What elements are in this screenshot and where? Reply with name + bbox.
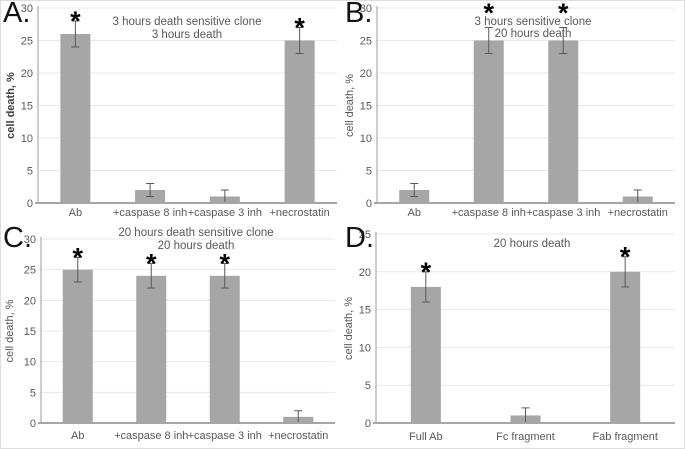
y-tick-label: 0: [366, 198, 372, 210]
category-label: +caspase 3 inh: [526, 207, 600, 219]
significance-star: *: [421, 257, 432, 287]
y-tick-label: 25: [360, 36, 372, 48]
error-bar: [146, 183, 155, 197]
category-label: Ab: [71, 430, 84, 442]
y-tick-label: 5: [365, 380, 371, 392]
significance-star: *: [146, 249, 157, 279]
y-tick-label: 20: [24, 295, 36, 307]
bar: [136, 275, 167, 423]
y-axis-title: cell death, %: [344, 74, 356, 137]
panel-d: D. * * 0 5 10 15 20 25 Full Ab Fc fragment Fab fra…: [343, 222, 684, 448]
panel-c: C. * * * 0 5 10 15 20 25 30 Ab +caspase 8 inh +caspa…: [1, 222, 343, 448]
category-label: +caspase 8 inh: [114, 430, 188, 442]
y-tick-label: 15: [21, 101, 33, 113]
y-tick-label: 0: [365, 418, 371, 430]
y-axis-title: cell death, %: [343, 297, 355, 360]
chart-title-line: 20 hours death sensitive clone: [118, 227, 273, 239]
panel-c-label: C.: [3, 222, 32, 254]
bar: [62, 269, 93, 423]
significance-star: *: [294, 13, 305, 43]
y-tick-label: 15: [359, 305, 371, 317]
category-label: +necrostatin: [608, 207, 668, 219]
category-label: +caspase 3 inh: [188, 207, 262, 219]
y-tick-label: 5: [366, 166, 372, 178]
category-label: Ab: [408, 207, 421, 219]
y-axis-title: cell death, %: [5, 72, 17, 139]
y-tick-label: 20: [21, 68, 33, 80]
y-tick-label: 0: [27, 198, 33, 210]
error-bar: [73, 256, 82, 283]
panel-b-label: B.: [345, 0, 373, 29]
panel-a: A. * * 0 5 10 15 20 25 30 Ab +caspase 8 inh +caspas…: [1, 1, 343, 226]
panel-a-bar-chart: * * 0 5 10 15 20 25 30 Ab +caspase 8 inh +caspase 3…: [5, 3, 337, 219]
category-label: +necrostatin: [268, 430, 328, 442]
bar: [610, 271, 641, 423]
bar: [284, 40, 315, 203]
significance-star: *: [483, 1, 494, 28]
significance-star: *: [558, 1, 569, 28]
y-tick-label: 15: [24, 326, 36, 338]
error-bar: [147, 263, 156, 289]
y-tick-label: 20: [359, 267, 371, 279]
chart-title-line: 3 hours death sensitive clone: [113, 16, 262, 28]
error-bar: [295, 27, 304, 54]
error-bar: [484, 27, 493, 54]
y-tick-label: 30: [21, 3, 33, 15]
category-label: +caspase 3 inh: [188, 430, 262, 442]
significance-star: *: [70, 6, 81, 36]
y-tick-label: 10: [24, 357, 36, 369]
panel-b-bar-chart: * * 0 5 10 15 20 25 30 Ab +caspase 8 inh +caspase 3…: [344, 1, 675, 219]
y-tick-label: 5: [30, 387, 36, 399]
chart-title-line: 3 hours death: [152, 29, 222, 41]
panel-d-bar-chart: * * 0 5 10 15 20 25 Full Ab Fc fragment Fab fragme…: [343, 229, 675, 443]
y-tick-label: 0: [30, 418, 36, 430]
category-label: +necrostatin: [270, 207, 330, 219]
category-label: Fc fragment: [496, 431, 555, 443]
significance-star: *: [219, 249, 230, 279]
category-label: +caspase 8 inh: [113, 207, 187, 219]
category-label: Ab: [69, 207, 82, 219]
panel-c-bar-chart: * * * 0 5 10 15 20 25 30 Ab +caspase 8 inh +caspase …: [4, 227, 335, 442]
y-tick-label: 30: [360, 3, 372, 15]
y-tick-label: 25: [24, 265, 36, 277]
y-tick-label: 5: [27, 166, 33, 178]
chart-title-line: 3 hours sensitive clone: [475, 16, 592, 28]
significance-star: *: [72, 242, 83, 272]
significance-star: *: [620, 242, 631, 272]
error-bar: [410, 183, 419, 197]
chart-title-line: 20 hours death: [495, 28, 572, 40]
bar: [473, 40, 504, 203]
panel-a-label: A.: [3, 0, 31, 29]
y-tick-label: 20: [360, 68, 372, 80]
chart-title-line: 20 hours death: [494, 238, 571, 250]
y-tick-label: 25: [359, 229, 371, 241]
bar: [209, 275, 240, 423]
bar: [60, 34, 91, 203]
y-tick-label: 30: [24, 234, 36, 246]
error-bar: [220, 263, 229, 289]
y-axis-title: cell death, %: [4, 299, 16, 362]
y-tick-label: 10: [21, 133, 33, 145]
category-label: +caspase 8 inh: [452, 207, 526, 219]
bar: [548, 40, 579, 203]
bar: [410, 286, 441, 423]
y-tick-label: 10: [360, 133, 372, 145]
y-tick-label: 10: [359, 342, 371, 354]
error-bar: [559, 27, 568, 54]
panel-b: B. * * 0 5 10 15 20 25 30 Ab +caspase 8 inh +caspas…: [343, 0, 684, 226]
panel-d-label: D.: [345, 222, 374, 254]
error-bar: [71, 20, 80, 48]
y-tick-label: 25: [21, 36, 33, 48]
chart-title-line: 20 hours death: [158, 240, 235, 252]
y-tick-label: 15: [360, 101, 372, 113]
category-label: Fab fragment: [592, 431, 657, 443]
error-bar: [621, 256, 630, 288]
error-bar: [421, 271, 430, 303]
category-label: Full Ab: [409, 431, 443, 443]
